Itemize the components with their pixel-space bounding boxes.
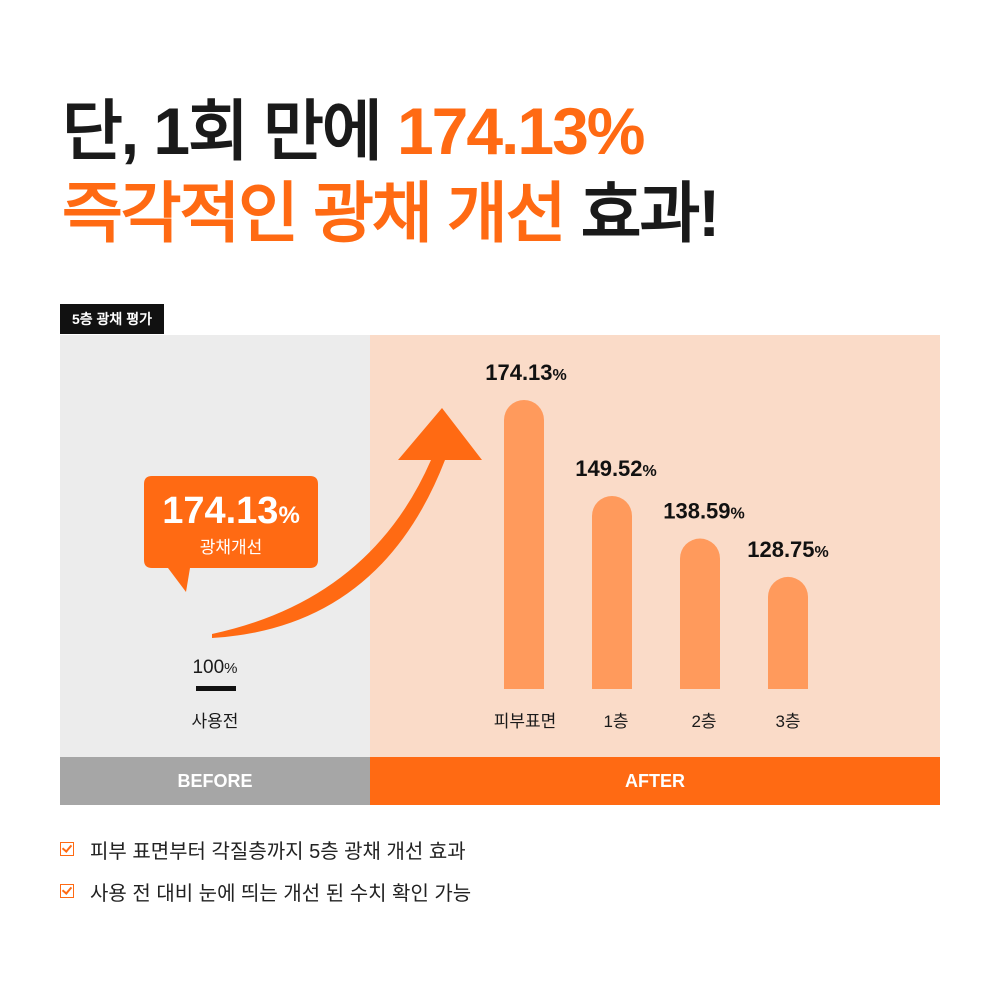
note-text: 피부 표면부터 각질층까지 5층 광채 개선 효과: [90, 840, 466, 863]
after-footer-label: AFTER: [370, 757, 940, 805]
baseline-marker: [196, 686, 236, 691]
headline-highlight: 174.13%: [396, 94, 646, 168]
headline-text: 단, 1회 만에: [62, 94, 397, 168]
bar-1: [504, 400, 544, 689]
checkbox-icon: [60, 842, 74, 856]
baseline-group: 100% 사용전: [192, 657, 239, 731]
headline: 단, 1회 만에 174.13% 즉각적인 광채 개선 효과!: [62, 90, 720, 254]
note-text: 사용 전 대비 눈에 띄는 개선 된 수치 확인 가능: [90, 882, 472, 905]
svg-text:174.13%: 174.13%: [162, 490, 300, 532]
note-item: 피부 표면부터 각질층까지 5층 광채 개선 효과: [60, 828, 471, 870]
headline-line-2: 즉각적인 광채 개선 효과!: [62, 172, 720, 254]
bar-category-label: 피부표면: [494, 712, 557, 731]
improvement-bubble: 174.13% 광채개선: [144, 476, 318, 592]
bar-value-label: 138.59%: [663, 499, 745, 524]
before-footer-label: BEFORE: [60, 757, 370, 805]
bubble-unit: %: [278, 502, 299, 529]
bar-2: [592, 495, 632, 689]
growth-arrow: [212, 408, 482, 638]
bar-value-label: 128.75%: [747, 537, 829, 562]
svg-text:100%: 100%: [192, 657, 237, 678]
bar-value-label: 174.13%: [485, 360, 567, 385]
evaluation-tag: 5층 광채 평가: [60, 304, 164, 334]
bubble-value: 174.13: [162, 490, 278, 532]
headline-highlight-2: 즉각적인 광채 개선: [62, 176, 566, 250]
bubble-caption: 광채개선: [200, 538, 263, 557]
bubble-shape: [144, 476, 318, 592]
notes-list: 피부 표면부터 각질층까지 5층 광채 개선 효과 사용 전 대비 눈에 띄는 …: [60, 828, 471, 912]
after-bars: 174.13% 피부표면 149.52% 1층 138.59% 2층 128.75% 3층: [485, 360, 829, 731]
baseline-category: 사용전: [192, 712, 239, 731]
baseline-value: 100: [192, 657, 224, 678]
bar-category-label: 1층: [603, 712, 628, 731]
checkbox-icon: [60, 884, 74, 898]
bar-4: [768, 576, 808, 689]
headline-text-2: 효과!: [564, 176, 720, 250]
note-item: 사용 전 대비 눈에 띄는 개선 된 수치 확인 가능: [60, 870, 471, 912]
bar-category-label: 3층: [775, 712, 800, 731]
bar-value-label: 149.52%: [575, 456, 657, 481]
bar-3: [680, 538, 720, 689]
headline-line-1: 단, 1회 만에 174.13%: [62, 90, 718, 172]
after-panel: [370, 335, 940, 757]
baseline-unit: %: [224, 660, 237, 677]
bar-category-label: 2층: [691, 712, 716, 731]
